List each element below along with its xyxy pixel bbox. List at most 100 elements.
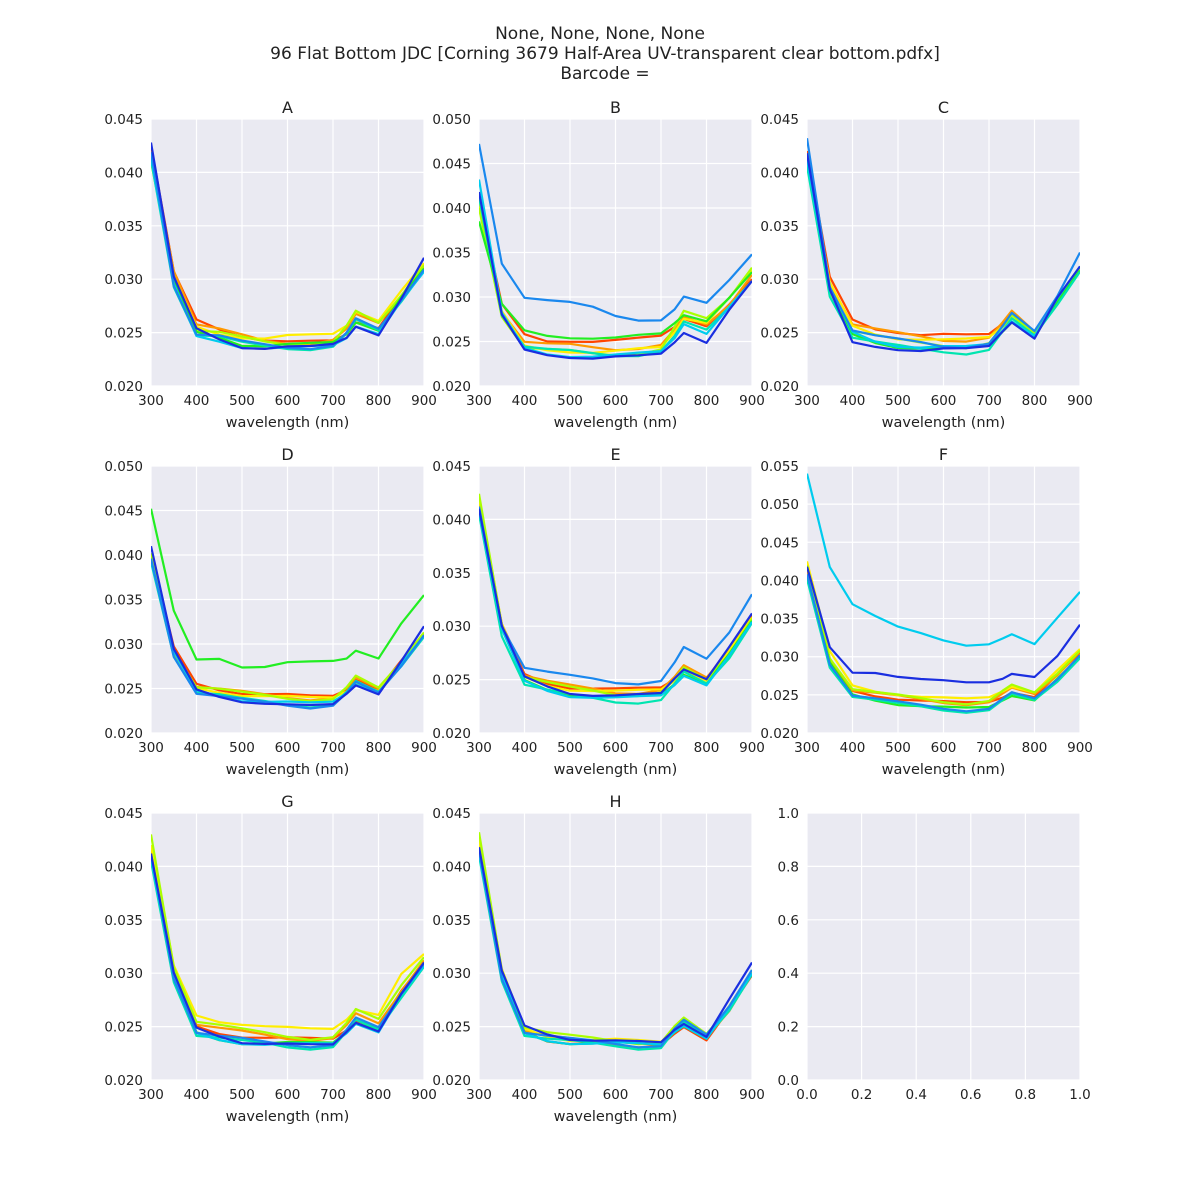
y-tick-label: 0.035 — [104, 913, 143, 929]
y-tick-label: 0.050 — [104, 459, 143, 475]
x-tick-label: 800 — [694, 393, 720, 409]
y-tick-label: 0.045 — [760, 535, 799, 551]
y-tick-label: 0.030 — [432, 290, 471, 306]
series-line-7 — [807, 473, 1080, 647]
series-line-7 — [807, 159, 1080, 349]
x-tick-label: 800 — [1022, 393, 1048, 409]
x-tick-label: 600 — [603, 393, 629, 409]
y-tick-label: 0.045 — [760, 112, 799, 128]
series-line-9 — [479, 847, 752, 1044]
y-tick-label: 0.040 — [104, 859, 143, 875]
x-tick-label: 300 — [794, 740, 820, 756]
x-tick-label: 0.2 — [851, 1087, 872, 1103]
subplot-title: H — [609, 792, 621, 811]
y-tick-label: 0.020 — [760, 379, 799, 395]
x-tick-label: 400 — [840, 740, 866, 756]
subplot-title: C — [938, 98, 949, 117]
x-axis-label: wavelength (nm) — [554, 1109, 678, 1125]
series-line-9 — [151, 545, 424, 707]
x-tick-label: 0.0 — [796, 1087, 817, 1103]
y-tick-label: 0.035 — [432, 566, 471, 582]
y-tick-label: 0.020 — [432, 379, 471, 395]
x-tick-label: 400 — [184, 1087, 210, 1103]
series-line-9 — [479, 508, 752, 698]
x-tick-label: 700 — [320, 740, 346, 756]
x-tick-label: 700 — [648, 740, 674, 756]
y-tick-label: 0.050 — [432, 112, 471, 128]
y-tick-label: 0.035 — [104, 593, 143, 609]
x-axis-label: wavelength (nm) — [226, 762, 350, 778]
subplot-g: 300 400 500 600 700 800 900 0.020 0.025 0.030 0.03… — [104, 792, 437, 1125]
x-tick-label: 900 — [1067, 740, 1093, 756]
series-line-6 — [479, 513, 752, 705]
y-tick-label: 0.6 — [778, 913, 799, 929]
x-tick-label: 700 — [320, 393, 346, 409]
x-tick-label: 0.8 — [1015, 1087, 1036, 1103]
series-line-1 — [479, 198, 752, 343]
x-tick-label: 900 — [739, 1087, 765, 1103]
y-tick-label: 0.025 — [104, 326, 143, 342]
figure-title-line-3: Barcode = — [560, 64, 649, 84]
x-tick-label: 400 — [512, 393, 538, 409]
y-tick-label: 0.025 — [760, 326, 799, 342]
series-line-7 — [479, 853, 752, 1046]
y-tick-label: 0.025 — [104, 1020, 143, 1036]
series-line-3 — [151, 844, 424, 1031]
x-tick-label: 500 — [885, 740, 911, 756]
x-tick-label: 800 — [694, 740, 720, 756]
series-line-2 — [151, 847, 424, 1043]
subplot-title: D — [281, 445, 293, 464]
subplot-title: B — [610, 98, 621, 117]
subplot-title: F — [939, 445, 948, 464]
y-tick-label: 0.040 — [432, 859, 471, 875]
y-tick-label: 0.040 — [432, 201, 471, 217]
x-tick-label: 600 — [275, 740, 301, 756]
x-tick-label: 600 — [931, 393, 957, 409]
subplot-a: 300 400 500 600 700 800 900 0.020 0.025 0.030 0.03… — [104, 98, 437, 431]
x-tick-label: 0.4 — [905, 1087, 926, 1103]
x-tick-label: 1.0 — [1069, 1087, 1090, 1103]
y-tick-label: 0.045 — [104, 806, 143, 822]
y-tick-label: 0.025 — [432, 673, 471, 689]
y-tick-label: 0.025 — [432, 1020, 471, 1036]
x-tick-label: 900 — [411, 393, 437, 409]
y-tick-label: 0.025 — [760, 688, 799, 704]
y-tick-label: 0.020 — [760, 726, 799, 742]
x-tick-label: 500 — [229, 740, 255, 756]
series-line-4 — [807, 564, 1080, 706]
y-tick-label: 0.4 — [778, 966, 799, 982]
x-tick-label: 800 — [694, 1087, 720, 1103]
x-tick-label: 300 — [138, 1087, 164, 1103]
y-tick-label: 0.030 — [432, 966, 471, 982]
y-tick-label: 0.020 — [432, 726, 471, 742]
x-tick-label: 400 — [840, 393, 866, 409]
x-tick-label: 400 — [512, 1087, 538, 1103]
y-tick-label: 0.030 — [432, 619, 471, 635]
y-tick-label: 0.040 — [104, 165, 143, 181]
series-line-9 — [807, 566, 1080, 684]
y-tick-label: 0.035 — [760, 219, 799, 235]
series-line-8 — [151, 151, 424, 351]
subplot-title: G — [281, 792, 293, 811]
x-tick-label: 800 — [1022, 740, 1048, 756]
plot-area — [807, 813, 1080, 1080]
x-tick-label: 300 — [466, 740, 492, 756]
y-tick-label: 0.035 — [432, 246, 471, 262]
series-line-8 — [151, 558, 424, 710]
series-line-7 — [479, 510, 752, 699]
y-tick-label: 0.035 — [104, 219, 143, 235]
figure-title-line-2: 96 Flat Bottom JDC [Corning 3679 Half-Ar… — [270, 44, 940, 64]
y-tick-label: 0.030 — [104, 637, 143, 653]
y-tick-label: 0.040 — [104, 548, 143, 564]
series-line-4 — [151, 552, 424, 703]
y-tick-label: 0.020 — [432, 1073, 471, 1089]
y-tick-label: 0.045 — [432, 157, 471, 173]
y-tick-label: 0.045 — [104, 504, 143, 520]
x-tick-label: 500 — [557, 1087, 583, 1103]
x-tick-label: 700 — [320, 1087, 346, 1103]
x-tick-label: 600 — [603, 1087, 629, 1103]
series-line-5 — [151, 508, 424, 669]
y-tick-label: 0.040 — [760, 573, 799, 589]
y-tick-label: 0.025 — [432, 335, 471, 351]
series-line-8 — [479, 506, 752, 686]
